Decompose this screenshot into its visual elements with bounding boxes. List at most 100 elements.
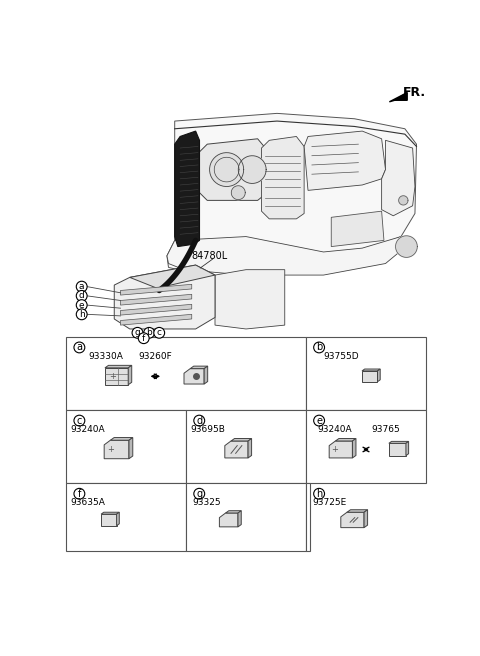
Polygon shape [329,441,352,458]
Text: 84780L: 84780L [192,251,228,261]
Polygon shape [364,510,368,527]
Polygon shape [362,369,380,371]
Circle shape [76,281,87,292]
Polygon shape [105,368,128,385]
Bar [306,337,426,410]
Polygon shape [399,195,408,205]
Bar [306,483,310,551]
Polygon shape [396,236,417,257]
Polygon shape [167,113,417,271]
Polygon shape [200,139,265,200]
Text: e: e [316,416,322,426]
Text: g: g [134,328,140,337]
Circle shape [194,488,204,499]
Polygon shape [128,365,132,385]
Polygon shape [231,186,245,199]
Text: e: e [79,300,84,310]
Polygon shape [226,510,241,513]
Circle shape [314,488,324,499]
Text: 93240A: 93240A [70,425,105,434]
Polygon shape [190,366,208,369]
Text: b: b [146,328,152,337]
Text: c: c [77,416,82,426]
Text: f: f [78,489,81,499]
Polygon shape [248,438,252,458]
Text: b: b [316,342,322,352]
Polygon shape [219,513,238,527]
Polygon shape [204,366,208,384]
Polygon shape [110,438,133,440]
Text: 93240A: 93240A [318,425,352,434]
Polygon shape [389,92,407,102]
Text: a: a [79,282,84,291]
Polygon shape [362,371,377,382]
Text: 93755D: 93755D [323,352,359,361]
Circle shape [76,309,87,319]
Polygon shape [130,265,215,288]
Circle shape [194,415,204,426]
Polygon shape [406,441,408,456]
Polygon shape [336,438,356,441]
Polygon shape [117,512,120,525]
Polygon shape [167,237,409,275]
Polygon shape [231,438,252,441]
Text: c: c [156,328,162,337]
Circle shape [138,333,149,344]
Text: 93325: 93325 [192,499,221,507]
Text: a: a [76,342,83,352]
Polygon shape [262,136,304,219]
Circle shape [314,342,324,353]
Polygon shape [238,510,241,527]
Bar [66,410,186,483]
Polygon shape [129,438,133,459]
Text: d: d [79,291,84,300]
Polygon shape [215,270,285,329]
Polygon shape [120,284,192,295]
Circle shape [154,327,165,338]
Text: 93695B: 93695B [190,425,225,434]
Text: 93635A: 93635A [70,499,105,507]
Polygon shape [341,512,364,527]
Text: +: + [109,372,116,381]
Polygon shape [225,441,248,458]
Polygon shape [120,304,192,315]
Polygon shape [105,365,132,368]
Polygon shape [104,440,129,459]
Bar [306,410,426,483]
Polygon shape [175,131,200,247]
Polygon shape [395,92,407,100]
Polygon shape [377,369,380,382]
Circle shape [132,327,143,338]
Polygon shape [101,514,117,525]
Text: 93330A: 93330A [88,352,123,361]
Text: 93725E: 93725E [312,499,347,507]
Circle shape [74,415,85,426]
Polygon shape [114,265,215,329]
Bar [66,483,186,551]
Text: FR.: FR. [403,87,426,100]
Polygon shape [101,512,120,514]
Circle shape [76,291,87,301]
Polygon shape [389,443,406,456]
Bar [186,410,306,483]
Text: +: + [107,445,114,454]
Circle shape [144,327,155,338]
Polygon shape [210,153,244,186]
Polygon shape [238,155,266,184]
Polygon shape [347,510,368,512]
Text: g: g [196,489,202,499]
Text: h: h [79,310,84,319]
Bar [66,337,306,410]
Polygon shape [331,211,384,247]
Text: +: + [331,445,338,454]
Circle shape [314,415,324,426]
Polygon shape [120,295,192,305]
Circle shape [76,300,87,310]
Polygon shape [304,131,385,190]
Text: h: h [316,489,322,499]
Polygon shape [352,438,356,458]
Polygon shape [120,314,192,325]
Polygon shape [382,140,415,216]
Text: 93260F: 93260F [138,352,172,361]
Text: f: f [142,334,145,342]
